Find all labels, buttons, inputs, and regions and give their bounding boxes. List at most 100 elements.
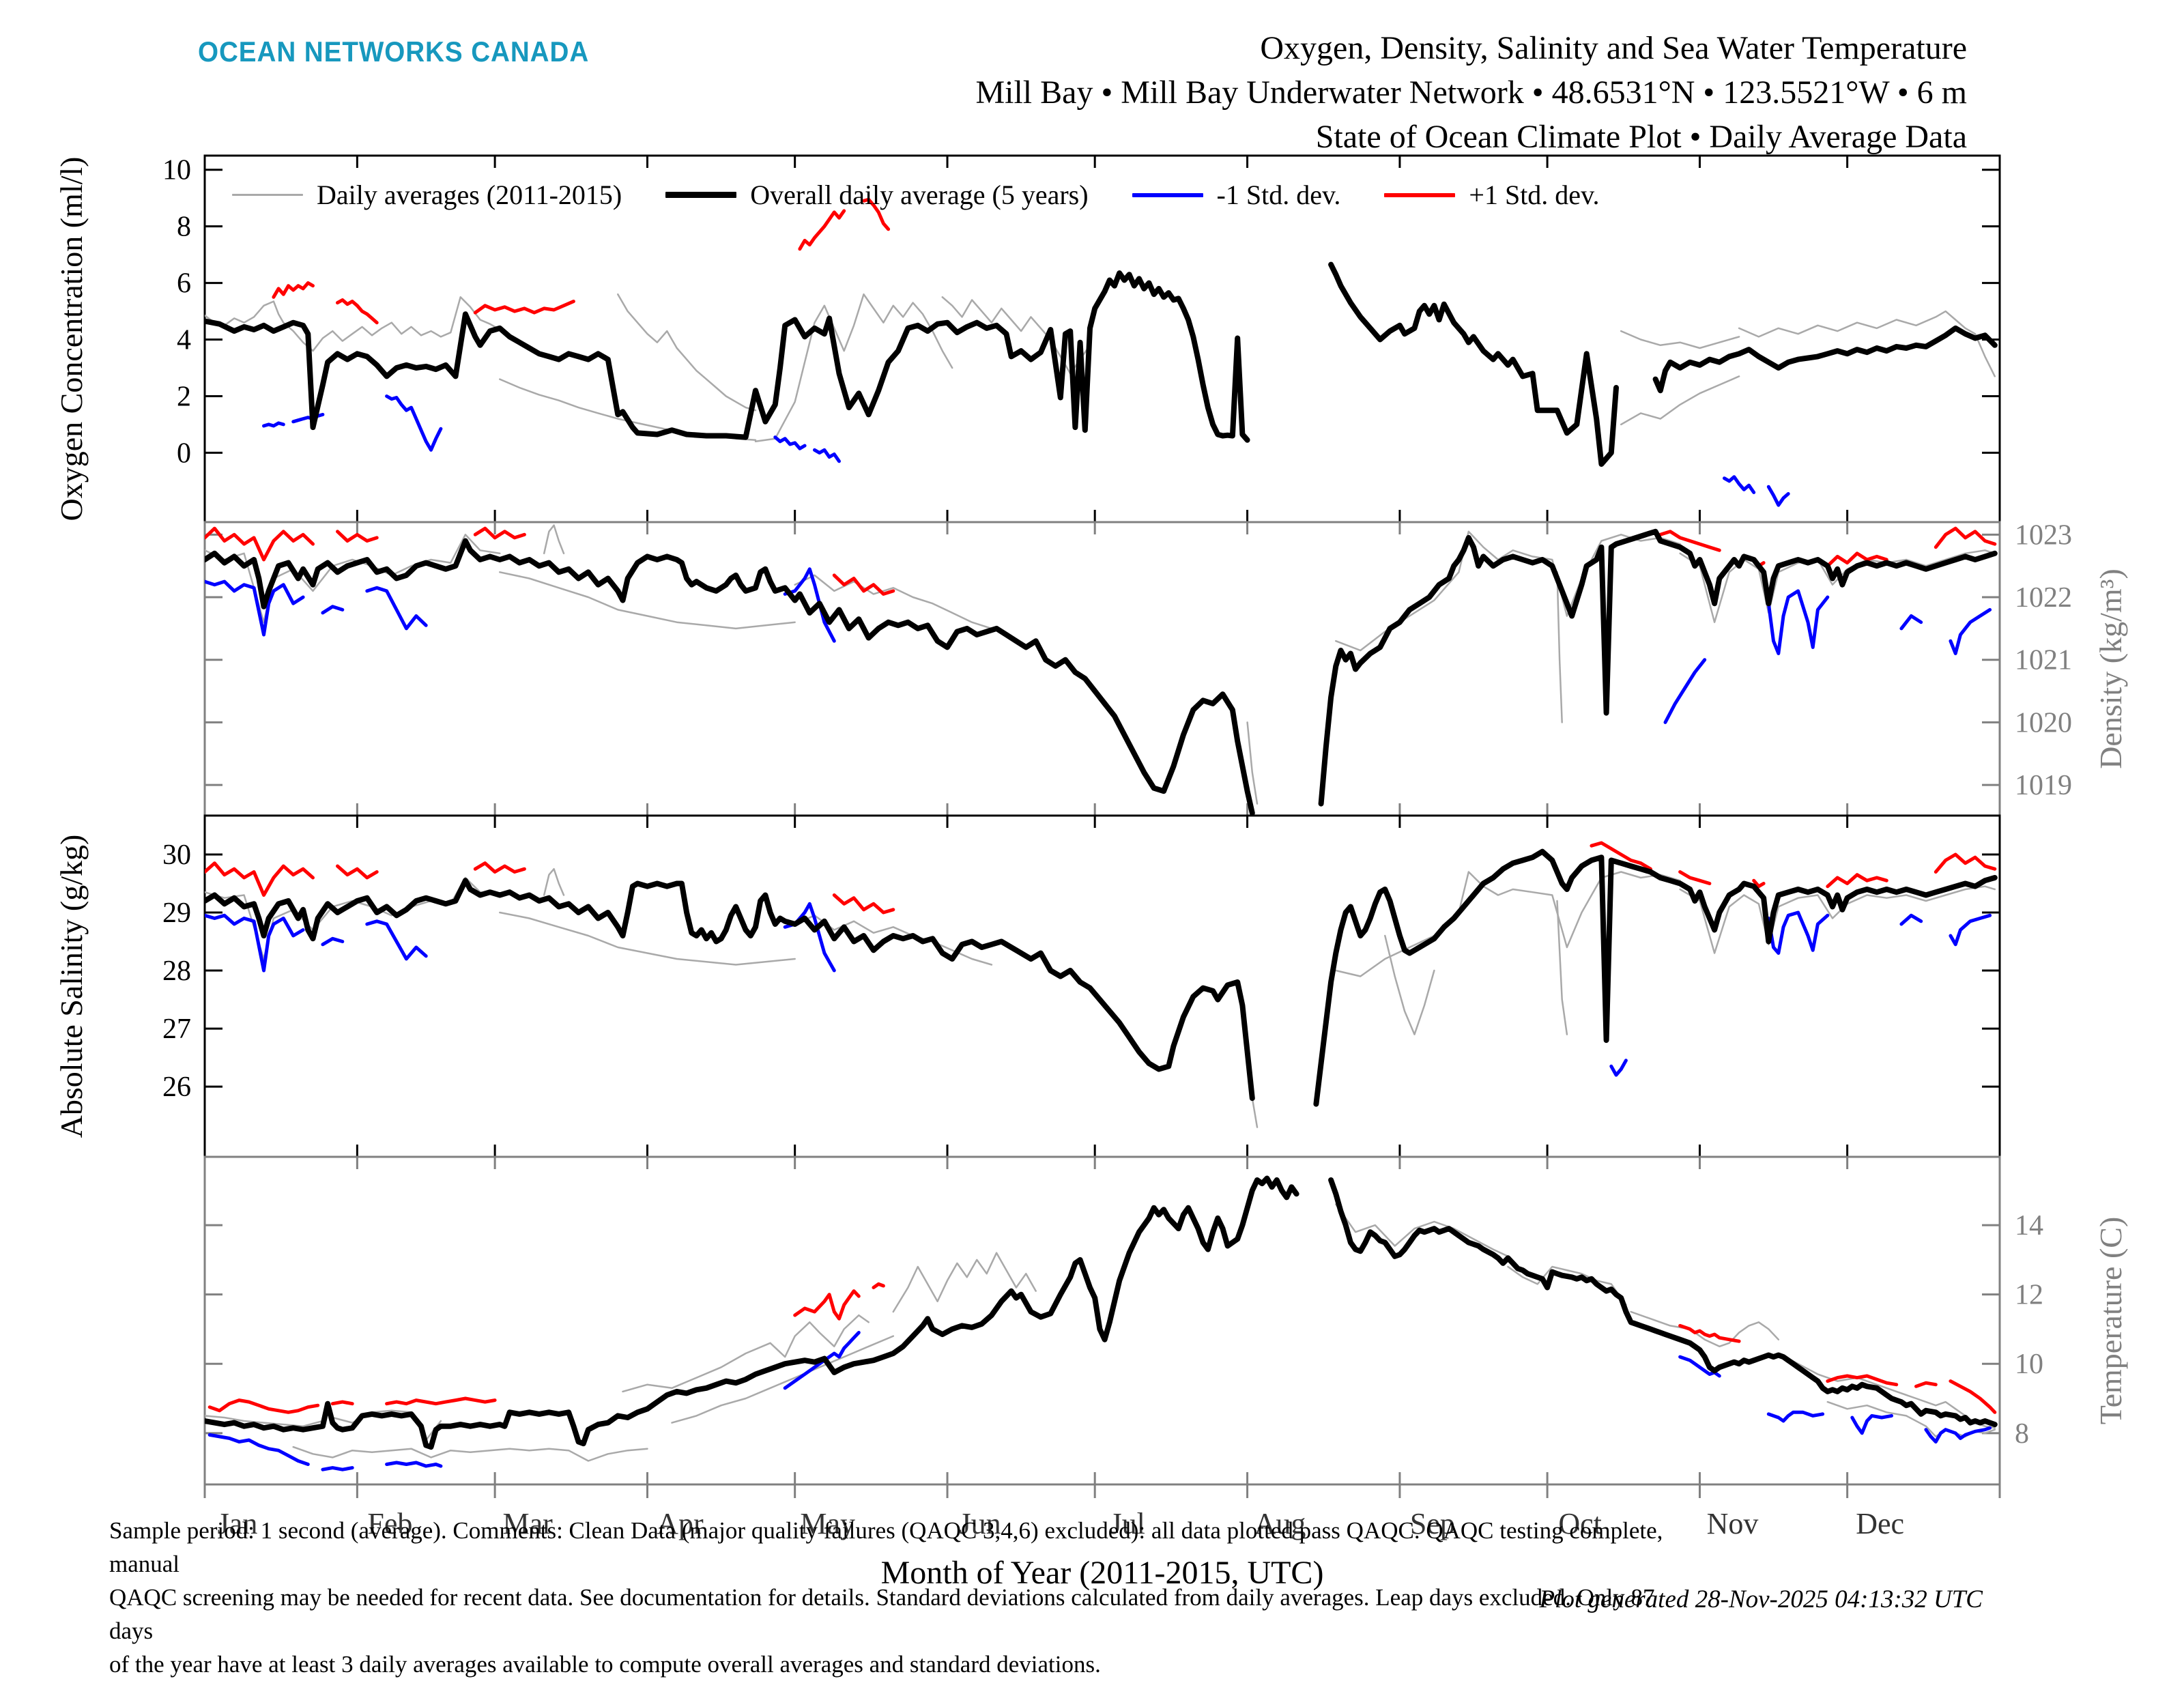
y-tick-label: 1022 [2015,582,2072,614]
series--1-std-dev- [862,197,891,231]
series--1-std-dev- [1766,910,1830,955]
series-daily-averages-2011-2015- [1335,1203,1509,1258]
series-daily-averages-2011-2015- [617,293,757,412]
gray-line-swatch [232,194,303,196]
series-daily-averages-2011-2015- [1507,1265,1627,1306]
y-tick-label: 27 [162,1014,191,1045]
series--1-std-dev- [798,209,846,251]
series--1-std-dev- [207,1433,310,1466]
axes-box [203,814,2001,1158]
series--1-std-dev- [330,1400,354,1406]
series--1-std-dev- [365,586,428,631]
blue-line-swatch [1132,192,1203,197]
y-tick-label: 4 [177,325,191,356]
series--1-std-dev- [1766,485,1790,507]
series-daily-averages-2011-2015- [1335,530,1681,652]
series--1-std-dev- [783,1331,861,1390]
x-tick-label-month: Nov [1707,1507,1759,1540]
series--1-std-dev- [1609,1059,1628,1077]
series--1-std-dev- [813,448,841,463]
axes-box [203,1155,2001,1486]
series-daily-averages-2011-2015- [1556,571,1563,723]
plot-legend: Daily averages (2011-2015) Overall daily… [232,179,1643,211]
series-daily-averages-2011-2015- [543,867,565,896]
y-tick-label: 10 [2015,1349,2043,1380]
x-tick-label-month: May [800,1507,855,1540]
y-axis-label: Absolute Salinity (g/kg) [54,835,89,1138]
series-daily-averages-2011-2015- [1246,721,1259,805]
series--1-std-dev- [1752,878,1766,889]
climate-plot: 0 2 4 6 8 10 Oxygen Concentration (ml/l) 1019 10… [54,154,2128,1591]
series-daily-averages-2011-2015- [1556,900,1568,1035]
footer-line-2: QAQC screening may be needed for recent … [109,1584,1655,1644]
y-axis-label: Temperature (C) [2093,1217,2128,1425]
series--1-std-dev- [365,919,428,961]
series--1-std-dev- [473,300,575,315]
series-daily-averages-2011-2015- [205,296,501,352]
series--1-std-dev- [1766,589,1830,655]
y-tick-label: 14 [2015,1210,2043,1241]
plot-generated-timestamp: Plot generated 28-Nov-2025 04:13:32 UTC [1539,1585,1983,1613]
x-tick-label-month: Feb [367,1507,412,1540]
series--1-std-dev- [473,526,526,540]
series--1-std-dev- [1934,526,1997,549]
series--1-std-dev- [262,421,285,428]
y-tick-label: 1023 [2015,519,2072,551]
y-tick-label: 1020 [2015,707,2072,738]
series--1-std-dev- [207,1398,320,1414]
series-daily-averages-2011-2015- [1738,310,1996,377]
series--1-std-dev- [1949,607,1992,655]
series-daily-averages-2011-2015- [794,574,993,630]
x-tick-label-month: Mar [502,1507,553,1540]
y-tick-label: 29 [162,897,191,929]
series--1-std-dev- [793,1289,861,1321]
y-tick-label: 8 [2015,1418,2029,1450]
series--1-std-dev- [1590,841,1652,871]
y-tick-label: 12 [2015,1280,2043,1311]
black-line-swatch [665,192,737,198]
series--1-std-dev- [1826,873,1888,889]
legend-label: Daily averages (2011-2015) [317,179,622,210]
legend-item-plus-std: +1 Std. dev. [1384,179,1599,211]
series-overall-daily-average-5-years- [205,538,1255,816]
series--1-std-dev- [336,864,379,880]
y-tick-label: 10 [162,155,191,186]
plot-title-line-2: Mill Bay • Mill Bay Underwater Network •… [975,74,1967,111]
series--1-std-dev- [336,530,379,543]
x-tick-label-month: Jan [218,1507,258,1540]
series--1-std-dev- [1723,475,1756,494]
series--1-std-dev- [205,579,305,637]
series--1-std-dev- [1934,852,1997,874]
x-tick-label-month: Aug [1254,1507,1306,1540]
series-daily-averages-2011-2015- [1335,871,1681,977]
series-daily-averages-2011-2015- [1384,934,1435,1035]
legend-label: -1 Std. dev. [1216,179,1341,210]
x-tick-label-month: Oct [1558,1507,1602,1540]
series-overall-daily-average-5-years- [1313,848,1998,1107]
series--1-std-dev- [1899,614,1923,631]
x-tick-label-month: Jun [959,1507,1001,1540]
onc-logo: OCEAN NETWORKS CANADA [198,35,590,68]
red-line-swatch [1384,192,1456,197]
series-daily-averages-2011-2015- [622,1314,870,1393]
series--1-std-dev- [1949,1379,1997,1414]
series--1-std-dev- [1663,658,1707,724]
series--1-std-dev- [385,1461,443,1468]
y-tick-label: 1021 [2015,645,2072,676]
x-tick-label-month: Apr [657,1507,704,1540]
series-overall-daily-average-5-years- [205,270,1250,443]
series--1-std-dev- [321,1466,354,1471]
series-daily-averages-2011-2015- [892,1252,1037,1313]
series-daily-averages-2011-2015- [754,293,953,443]
series-daily-averages-2011-2015- [1620,375,1740,426]
series--1-std-dev- [272,281,315,299]
x-axis-label: Month of Year (2011-2015, UTC) [881,1555,1324,1591]
series-daily-averages-2011-2015- [1679,885,1996,954]
series--1-std-dev- [1914,1381,1938,1388]
series--1-std-dev- [1826,1374,1899,1387]
legend-label: +1 Std. dev. [1469,179,1600,210]
footer-comments: Sample period: 1 second (average). Comme… [109,1514,1679,1681]
series--1-std-dev- [385,1396,497,1406]
legend-item-minus-std: -1 Std. dev. [1132,179,1341,211]
series--1-std-dev- [1899,913,1923,926]
